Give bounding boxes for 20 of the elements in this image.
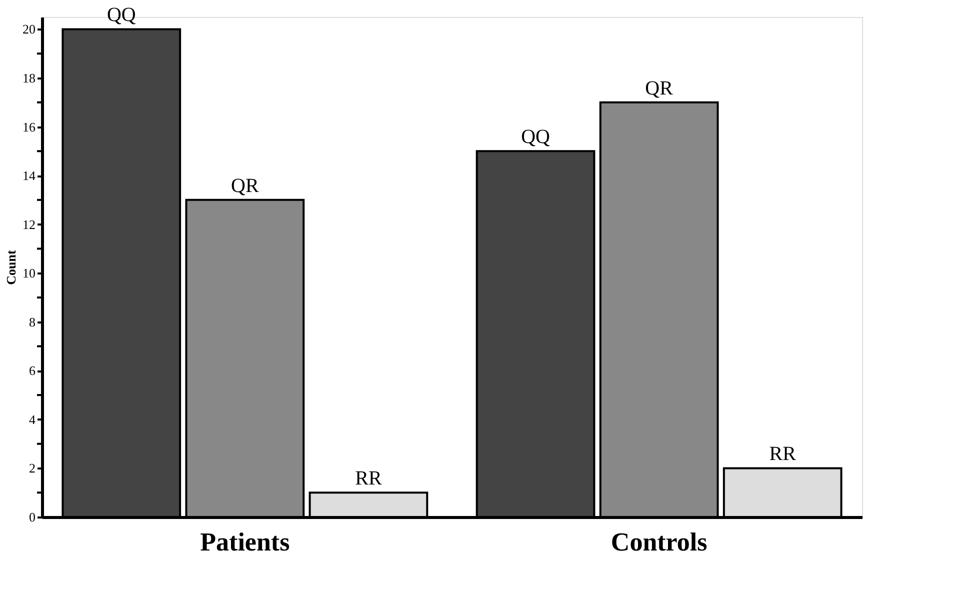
y-tick-label: 4 [29, 412, 36, 427]
text: QQ [521, 126, 550, 148]
x-tick-label: Controls [610, 528, 708, 556]
y-tick-label: 18 [22, 70, 36, 86]
y-tick-label: 8 [29, 314, 36, 330]
y-tick-label: 10 [22, 266, 36, 281]
y-tick-label: 16 [22, 119, 36, 134]
y-tick-label: 14 [22, 168, 36, 184]
y-tick-label: 20 [22, 22, 36, 37]
x-tick-label: Patients [200, 528, 290, 556]
y-tick-label: 12 [22, 216, 36, 232]
text: RR [769, 443, 796, 466]
series-label: QQ [106, 4, 136, 26]
series-label: RR [355, 468, 382, 490]
y-tick-label: 0 [29, 510, 36, 524]
series-label: QR [231, 174, 260, 197]
y-axis-title: Count [4, 249, 18, 285]
y-tick-label: 6 [29, 363, 36, 378]
text: QR [645, 77, 673, 100]
y-tick-label: 2 [29, 460, 36, 476]
